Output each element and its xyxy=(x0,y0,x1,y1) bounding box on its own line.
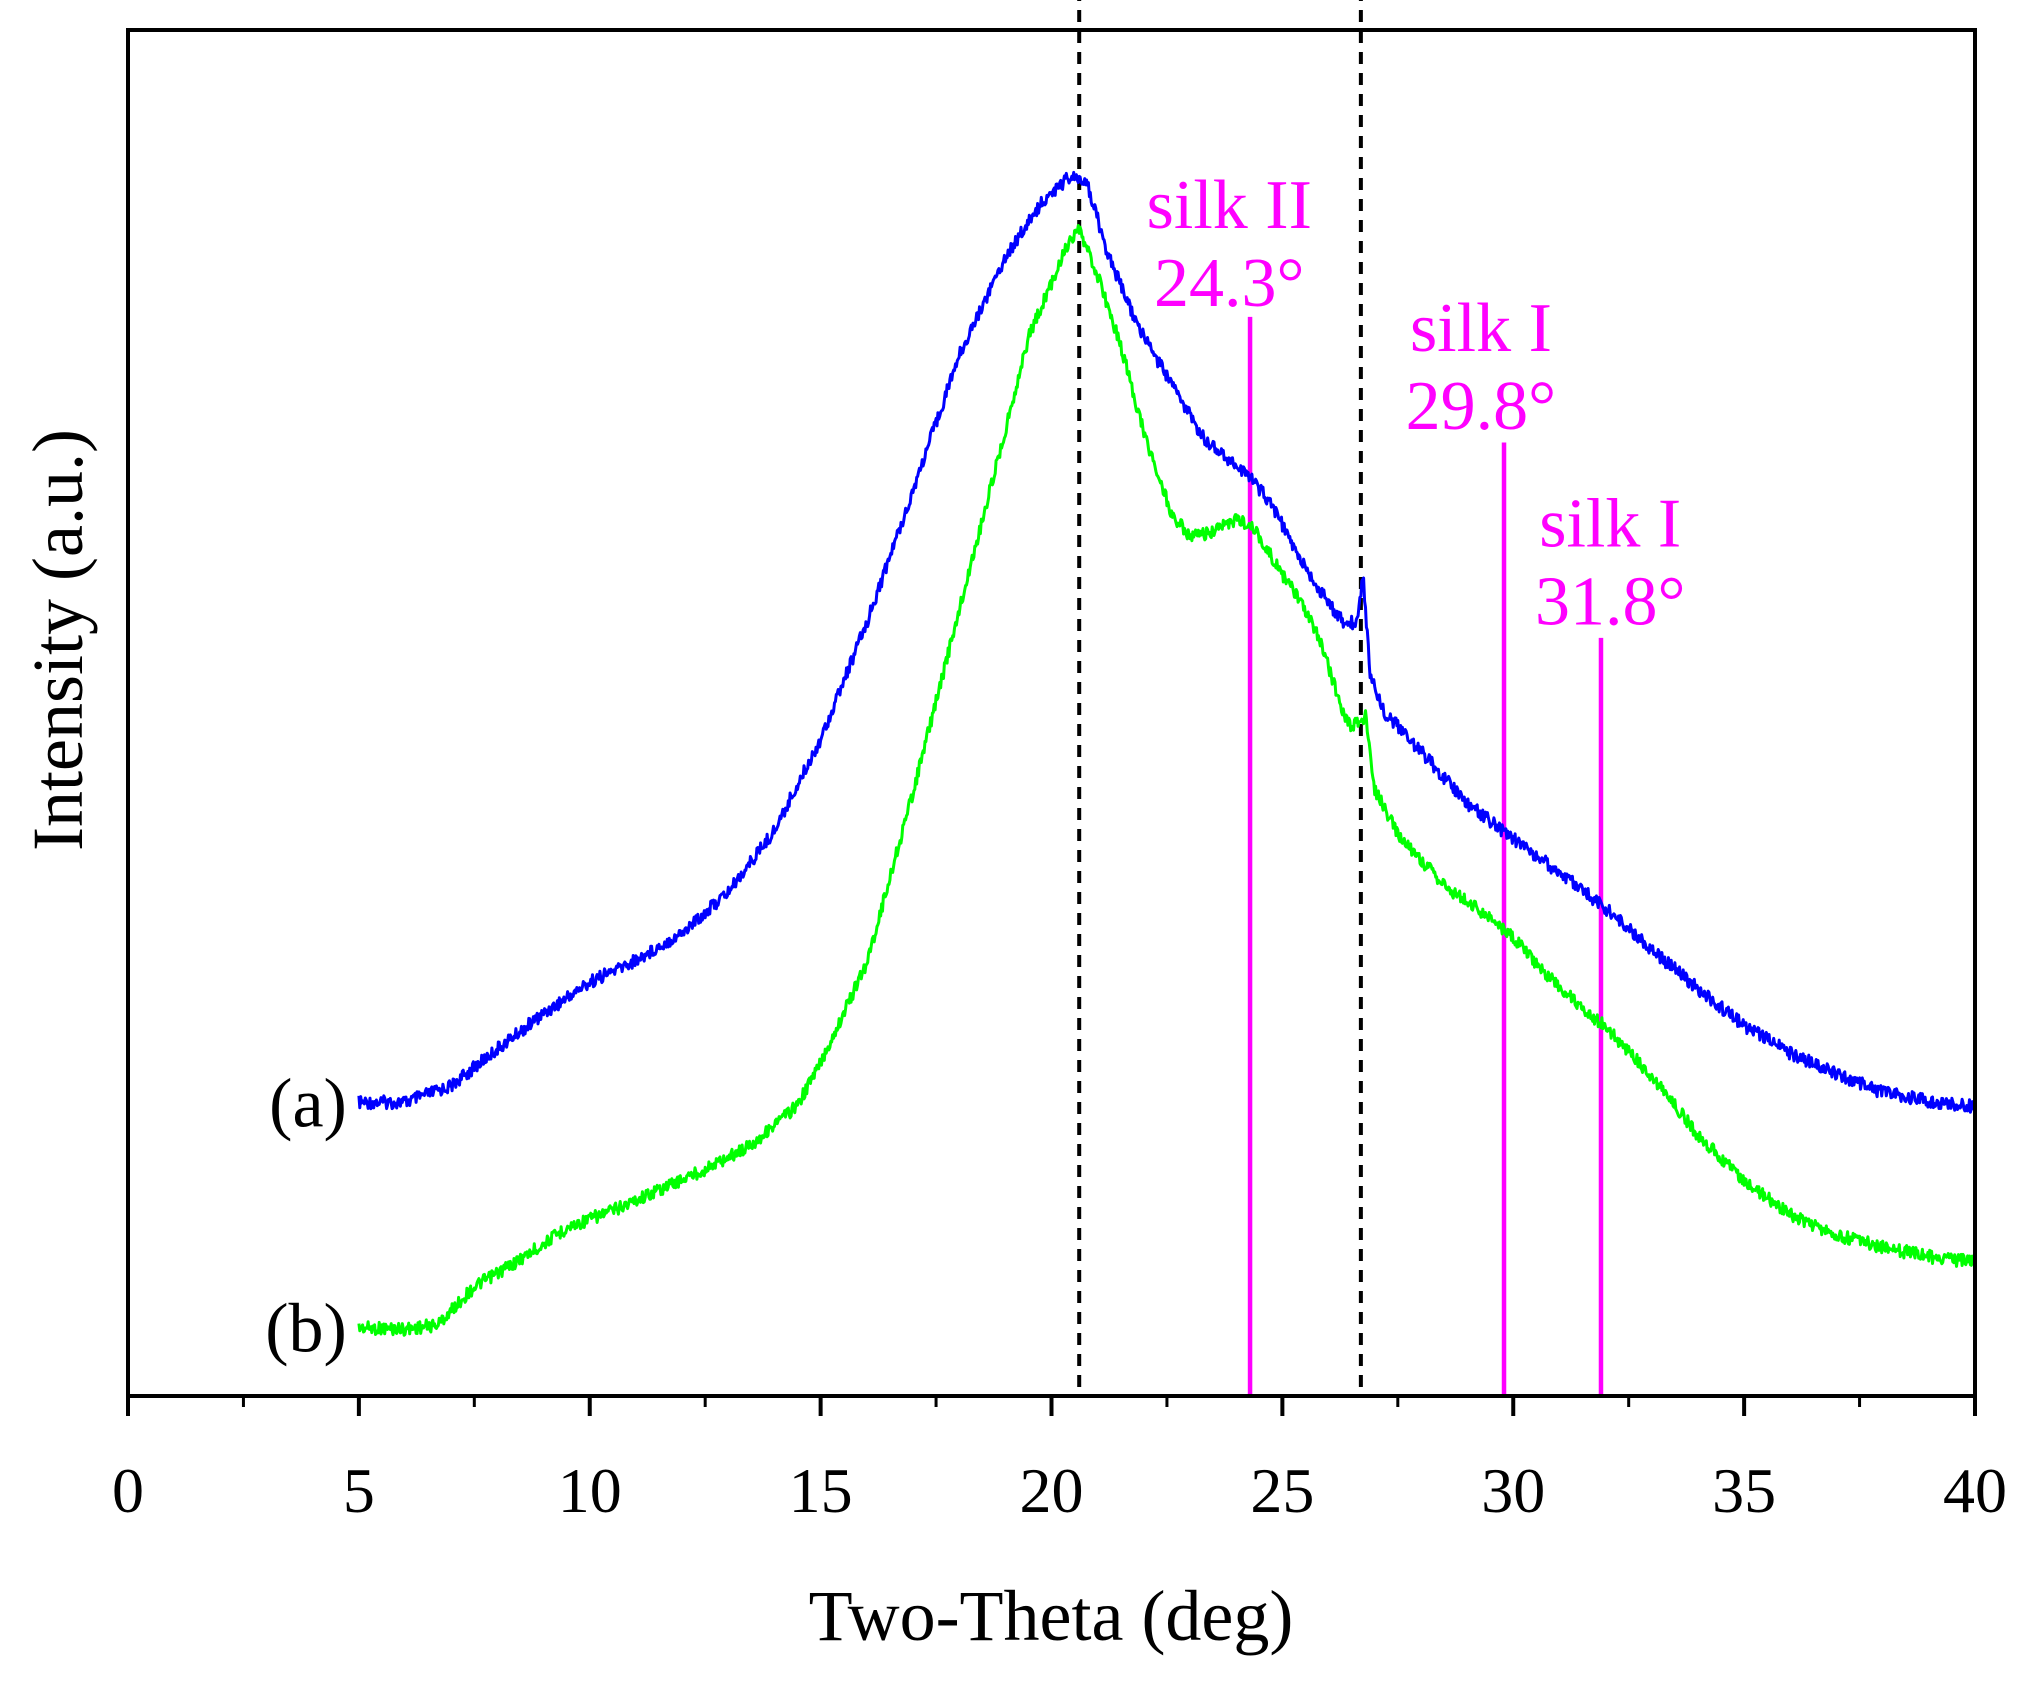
xrd-series-line xyxy=(357,224,1977,1337)
reference-lines-layer xyxy=(1077,0,1604,1396)
reference-label-angle: 24.3° xyxy=(1154,245,1305,322)
series-label: (b) xyxy=(265,1291,347,1368)
series-layer xyxy=(357,170,1977,1337)
xrd-series-line xyxy=(357,170,1977,1114)
x-tick-label: 10 xyxy=(558,1455,622,1526)
x-tick-label: 20 xyxy=(1020,1455,1084,1526)
x-tick-label: 40 xyxy=(1943,1455,2007,1526)
y-axis-title: Intensity (a.u.) xyxy=(18,429,98,851)
x-tick-label: 0 xyxy=(112,1455,144,1526)
x-tick-label: 25 xyxy=(1250,1455,1314,1526)
reference-label-phase: silk I xyxy=(1539,485,1681,562)
x-tick-label: 5 xyxy=(343,1455,375,1526)
reference-label-angle: 31.8° xyxy=(1535,563,1686,640)
x-tick-label: 15 xyxy=(789,1455,853,1526)
reference-label-phase: silk I xyxy=(1410,290,1552,367)
x-axis-title: Two-Theta (deg) xyxy=(809,1576,1294,1656)
plot-frame xyxy=(126,28,1977,1398)
reference-label-phase: silk II xyxy=(1147,167,1312,244)
x-tick-label: 30 xyxy=(1481,1455,1545,1526)
x-tick-label: 35 xyxy=(1712,1455,1776,1526)
reference-label-angle: 29.8° xyxy=(1406,368,1557,445)
series-label: (a) xyxy=(269,1065,347,1142)
